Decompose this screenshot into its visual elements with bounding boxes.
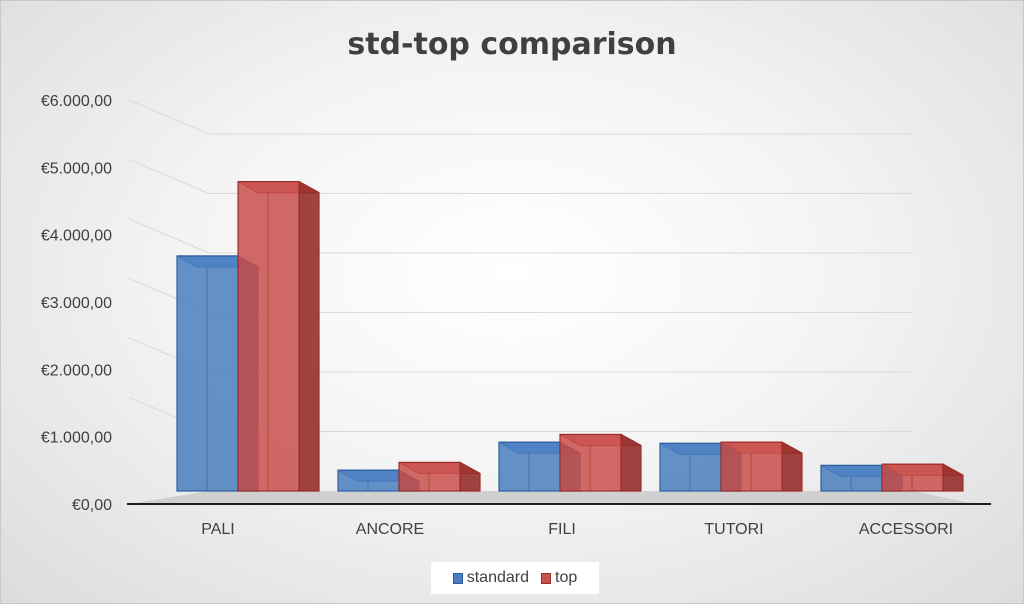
y-axis-tick-labels: €0,00 €1.000,00 €2.000,00 €3.000,00 €4.000,0… [41, 93, 112, 514]
bar-top-tutori [720, 441, 803, 492]
x-tick-label: FILI [548, 521, 576, 538]
bar-side-face [942, 463, 964, 492]
x-tick-label: ACCESSORI [859, 521, 953, 538]
bar-top-fili [559, 433, 642, 492]
bars [176, 180, 964, 492]
y-tick-label: €2.000,00 [41, 362, 112, 379]
floor-plane [129, 491, 976, 504]
bar-side-face [298, 180, 320, 492]
bar-top-accessori [881, 463, 964, 492]
legend-item-top: top [541, 569, 577, 587]
gridline [128, 218, 913, 254]
chart-floor [127, 491, 991, 505]
gridline [128, 99, 913, 135]
bar-top-ancore [398, 461, 481, 492]
chart-title: std-top comparison [347, 27, 677, 62]
legend-item-standard: standard [452, 569, 529, 587]
y-tick-label: €1.000,00 [41, 430, 112, 447]
y-tick-label: €4.000,00 [41, 228, 112, 245]
x-tick-label: TUTORI [704, 521, 763, 538]
x-tick-label: ANCORE [356, 521, 424, 538]
x-axis-tick-labels: PALI ANCORE FILI TUTORI ACCESSORI [201, 521, 953, 538]
legend-swatch-standard [452, 572, 463, 584]
y-tick-label: €0,00 [72, 497, 112, 514]
legend: standard top [431, 562, 599, 594]
gridline [128, 159, 913, 194]
bar-side-face [620, 433, 642, 492]
bar-side-face [781, 441, 803, 492]
bar-top-pali [237, 180, 320, 492]
x-tick-label: PALI [201, 521, 235, 538]
bar-side-face [459, 461, 481, 492]
legend-swatch-top [541, 572, 551, 584]
legend-label-standard: standard [466, 569, 529, 586]
legend-label-top: top [555, 569, 578, 586]
y-tick-label: €5.000,00 [41, 160, 112, 177]
y-tick-label: €3.000,00 [41, 295, 112, 312]
y-tick-label: €6.000,00 [41, 93, 112, 110]
